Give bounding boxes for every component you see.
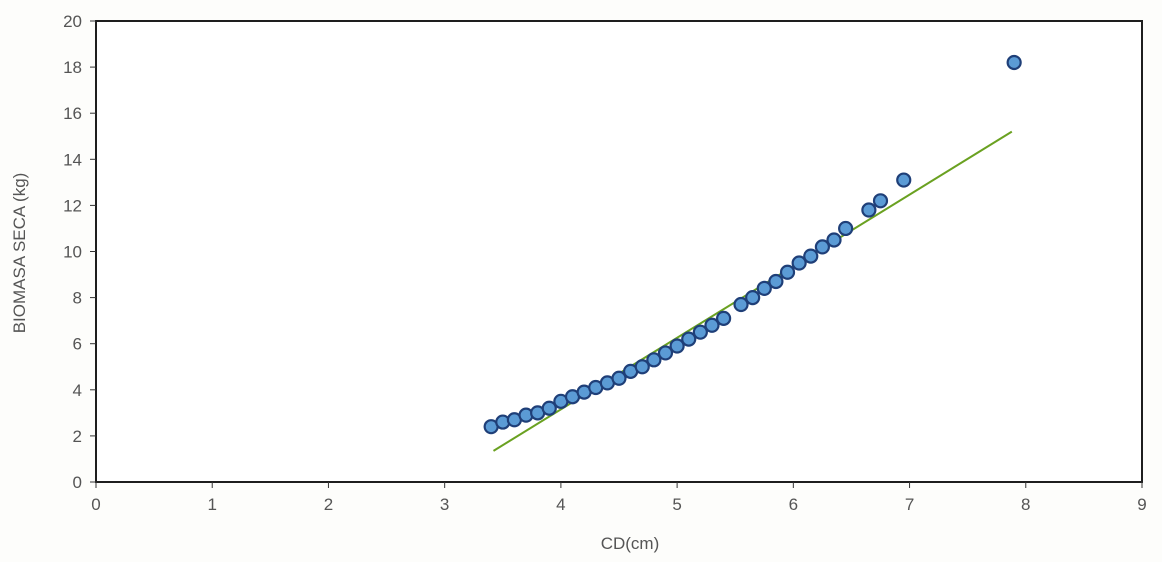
y-axis-title: BIOMASA SECA (kg) xyxy=(10,173,29,334)
data-point xyxy=(745,290,761,306)
y-tick-label: 16 xyxy=(63,104,82,123)
data-point xyxy=(756,280,772,296)
data-point xyxy=(657,345,674,361)
x-tick-label: 0 xyxy=(91,495,100,514)
y-axis-ticks: 0 2 4 6 8 10 12 14 16 18 20 xyxy=(63,12,96,492)
data-point xyxy=(611,370,627,386)
data-point xyxy=(681,331,697,347)
data-point xyxy=(1006,54,1022,71)
x-tick-label: 4 xyxy=(556,495,565,514)
y-tick-label: 8 xyxy=(73,289,82,308)
data-point xyxy=(826,232,842,248)
x-tick-label: 8 xyxy=(1021,495,1030,514)
data-point xyxy=(779,264,796,280)
data-point xyxy=(692,324,708,340)
data-point xyxy=(715,310,732,326)
y-tick-label: 14 xyxy=(63,150,82,169)
data-point xyxy=(838,220,854,237)
data-point xyxy=(803,248,819,264)
x-tick-label: 3 xyxy=(440,495,449,514)
x-tick-label: 6 xyxy=(789,495,798,514)
data-point xyxy=(814,239,830,255)
y-tick-label: 12 xyxy=(63,196,82,215)
data-point xyxy=(541,400,557,416)
data-point xyxy=(791,255,807,271)
data-point xyxy=(768,273,784,290)
data-point xyxy=(669,338,685,354)
x-tick-label: 5 xyxy=(672,495,681,514)
y-tick-label: 2 xyxy=(73,427,82,446)
data-point xyxy=(704,317,720,333)
y-tick-label: 4 xyxy=(73,381,82,400)
y-tick-label: 20 xyxy=(63,12,82,31)
data-point xyxy=(861,202,877,218)
y-tick-label: 6 xyxy=(73,335,82,354)
x-axis-title: CD(cm) xyxy=(601,534,660,553)
data-point xyxy=(733,296,749,313)
series-layer xyxy=(483,54,1022,452)
x-tick-label: 7 xyxy=(905,495,914,514)
x-axis-ticks: 0 1 2 3 4 5 6 7 8 9 xyxy=(91,482,1147,514)
y-tick-label: 10 xyxy=(63,243,82,262)
x-tick-label: 2 xyxy=(324,495,333,514)
plot-area xyxy=(95,20,1143,483)
x-tick-label: 9 xyxy=(1137,495,1146,514)
y-tick-label: 18 xyxy=(63,58,82,77)
data-point xyxy=(872,193,889,209)
data-point xyxy=(646,352,662,368)
y-tick-label: 0 xyxy=(73,473,82,492)
data-point xyxy=(896,172,912,188)
x-tick-label: 1 xyxy=(207,495,216,514)
data-point xyxy=(634,359,650,375)
